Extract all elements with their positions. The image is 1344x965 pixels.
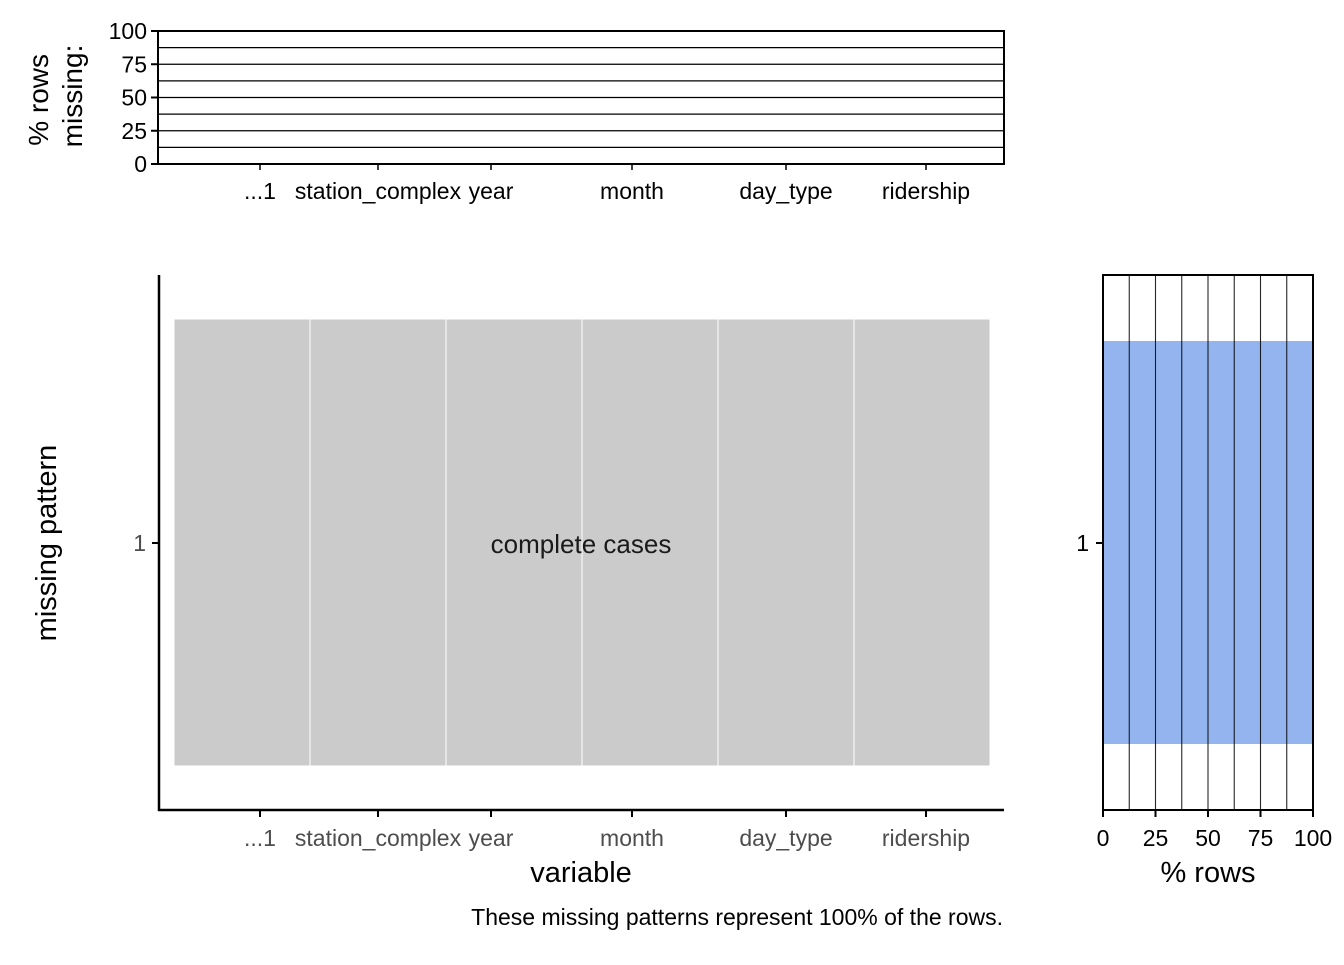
top-y-axis-title-line-1: % rows xyxy=(23,54,54,146)
top-y-tick-label: 0 xyxy=(134,151,147,177)
pattern-tile xyxy=(173,318,311,767)
right-x-axis-title: % rows xyxy=(1160,857,1255,889)
main-y-axis-title: missing pattern xyxy=(31,445,63,642)
right-x-tick-label: 100 xyxy=(1294,825,1332,851)
main-x-tick-label: year xyxy=(469,825,514,851)
main-y-tick-label: 1 xyxy=(133,530,146,556)
top-y-axis-title: % rows missing: xyxy=(23,45,88,148)
top-x-tick-label: day_type xyxy=(739,178,832,204)
main-x-tick-label: ridership xyxy=(882,825,970,851)
top-y-tick-label: 50 xyxy=(121,85,147,111)
top-y-tick-label: 100 xyxy=(109,18,147,44)
right-gridlines xyxy=(1128,275,1288,810)
main-x-axis-title: variable xyxy=(530,857,632,889)
pattern-tiles xyxy=(173,318,991,767)
right-y-axis: 1 xyxy=(1076,530,1103,556)
main-x-axis: ...1 station_complex year month day_type ride… xyxy=(244,810,970,851)
pattern-tile xyxy=(445,318,583,767)
figure-caption: These missing patterns represent 100% of… xyxy=(471,904,1003,930)
right-x-tick-label: 50 xyxy=(1195,825,1221,851)
main-x-tick-label: ...1 xyxy=(244,825,276,851)
pattern-tile xyxy=(309,318,447,767)
top-y-tick-label: 25 xyxy=(121,118,147,144)
right-x-tick-label: 75 xyxy=(1248,825,1274,851)
top-x-tick-label: year xyxy=(469,178,514,204)
complete-cases-annotation: complete cases xyxy=(491,529,672,559)
pattern-tile xyxy=(717,318,855,767)
right-x-axis: 0 25 50 75 100 xyxy=(1097,810,1332,851)
top-x-tick-label: station_complex xyxy=(295,178,462,204)
right-x-tick-label: 25 xyxy=(1143,825,1169,851)
main-y-axis: 1 xyxy=(133,530,159,556)
top-y-tick-label: 75 xyxy=(121,51,147,77)
top-y-axis: 0 25 50 75 100 xyxy=(109,18,158,177)
main-x-tick-label: month xyxy=(600,825,664,851)
right-x-tick-label: 0 xyxy=(1097,825,1110,851)
main-panel: 1 ...1 station_complex year month day_type ri… xyxy=(31,275,1004,889)
top-x-tick-label: ...1 xyxy=(244,178,276,204)
top-x-axis: ...1 station_complex year month day_type ride… xyxy=(244,164,970,204)
top-x-tick-label: month xyxy=(600,178,664,204)
pattern-tile xyxy=(853,318,991,767)
right-y-tick-label: 1 xyxy=(1076,530,1089,556)
top-panel: 0 25 50 75 100 ...1 station_complex year month d… xyxy=(23,18,1005,204)
right-panel: 1 0 25 50 75 100 % rows xyxy=(1076,274,1332,889)
top-gridlines xyxy=(158,47,1004,148)
pattern-tile xyxy=(581,318,719,767)
main-x-tick-label: station_complex xyxy=(295,825,462,851)
top-x-tick-label: ridership xyxy=(882,178,970,204)
main-x-tick-label: day_type xyxy=(739,825,832,851)
top-y-axis-title-line-2: missing: xyxy=(57,45,88,148)
